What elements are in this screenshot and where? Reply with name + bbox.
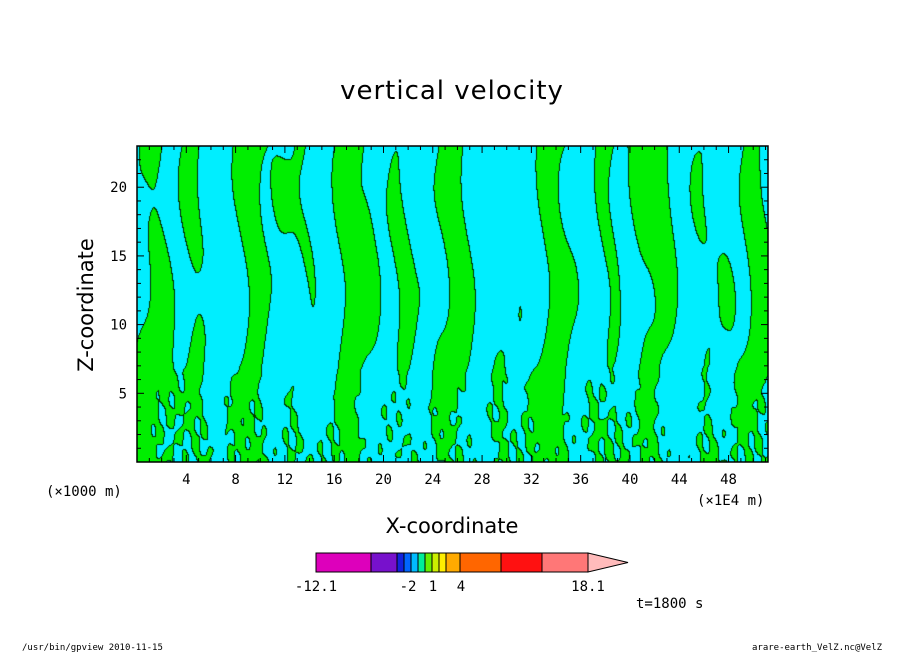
colorbar-tick-label: 1 [429,579,437,595]
x-unit-right: (×1E4 m) [697,493,765,509]
colorbar-segment [459,552,502,573]
y-tick-label: 20 [110,180,127,196]
y-tick-label: 5 [119,386,127,402]
time-label: t=1800 s [636,596,704,612]
velocity-field [137,146,768,462]
colorbar-segment [445,552,461,573]
colorbar-tick-label: 18.1 [571,579,605,595]
x-unit-left: (×1000 m) [46,484,122,500]
colorbar-segment [403,552,412,573]
y-tick-label: 15 [110,249,127,265]
x-tick-label: 24 [424,472,441,488]
plot-frame [136,145,769,463]
y-tick-label: 10 [110,318,127,334]
colorbar-extend-arrow [587,552,629,573]
colorbar-tick-label: -12.1 [295,579,337,595]
colorbar-segment [431,552,440,573]
colorbar-segment [424,552,433,573]
colorbar-tick-label: -2 [400,579,417,595]
x-tick-label: 16 [326,472,343,488]
footer-left: /usr/bin/gpview 2010-11-15 [22,643,163,653]
x-tick-label: 44 [671,472,688,488]
colorbar-segment [410,552,419,573]
y-axis-label: Z-coordinate [74,238,98,372]
x-tick-label: 40 [622,472,639,488]
x-axis-label: X-coordinate [385,514,519,538]
colorbar-segment [315,552,372,573]
field-image [137,146,768,462]
x-tick-label: 32 [523,472,540,488]
colorbar-segment [541,552,589,573]
colorbar-segment [500,552,543,573]
x-tick-label: 48 [720,472,737,488]
colorbar-segment [438,552,447,573]
chart-title: vertical velocity [340,76,564,106]
colorbar-segment [370,552,398,573]
x-tick-label: 12 [276,472,293,488]
colorbar-segment [417,552,426,573]
x-tick-label: 20 [375,472,392,488]
footer-right: arare-earth_VelZ.nc@VelZ [752,643,883,653]
x-tick-label: 36 [572,472,589,488]
colorbar-segment [396,552,405,573]
x-tick-label: 4 [182,472,190,488]
colorbar-tick-label: 4 [457,579,465,595]
colorbar: -12.1 -2 1 4 18.1 [295,552,629,595]
x-tick-label: 28 [474,472,491,488]
x-tick-label: 8 [231,472,239,488]
